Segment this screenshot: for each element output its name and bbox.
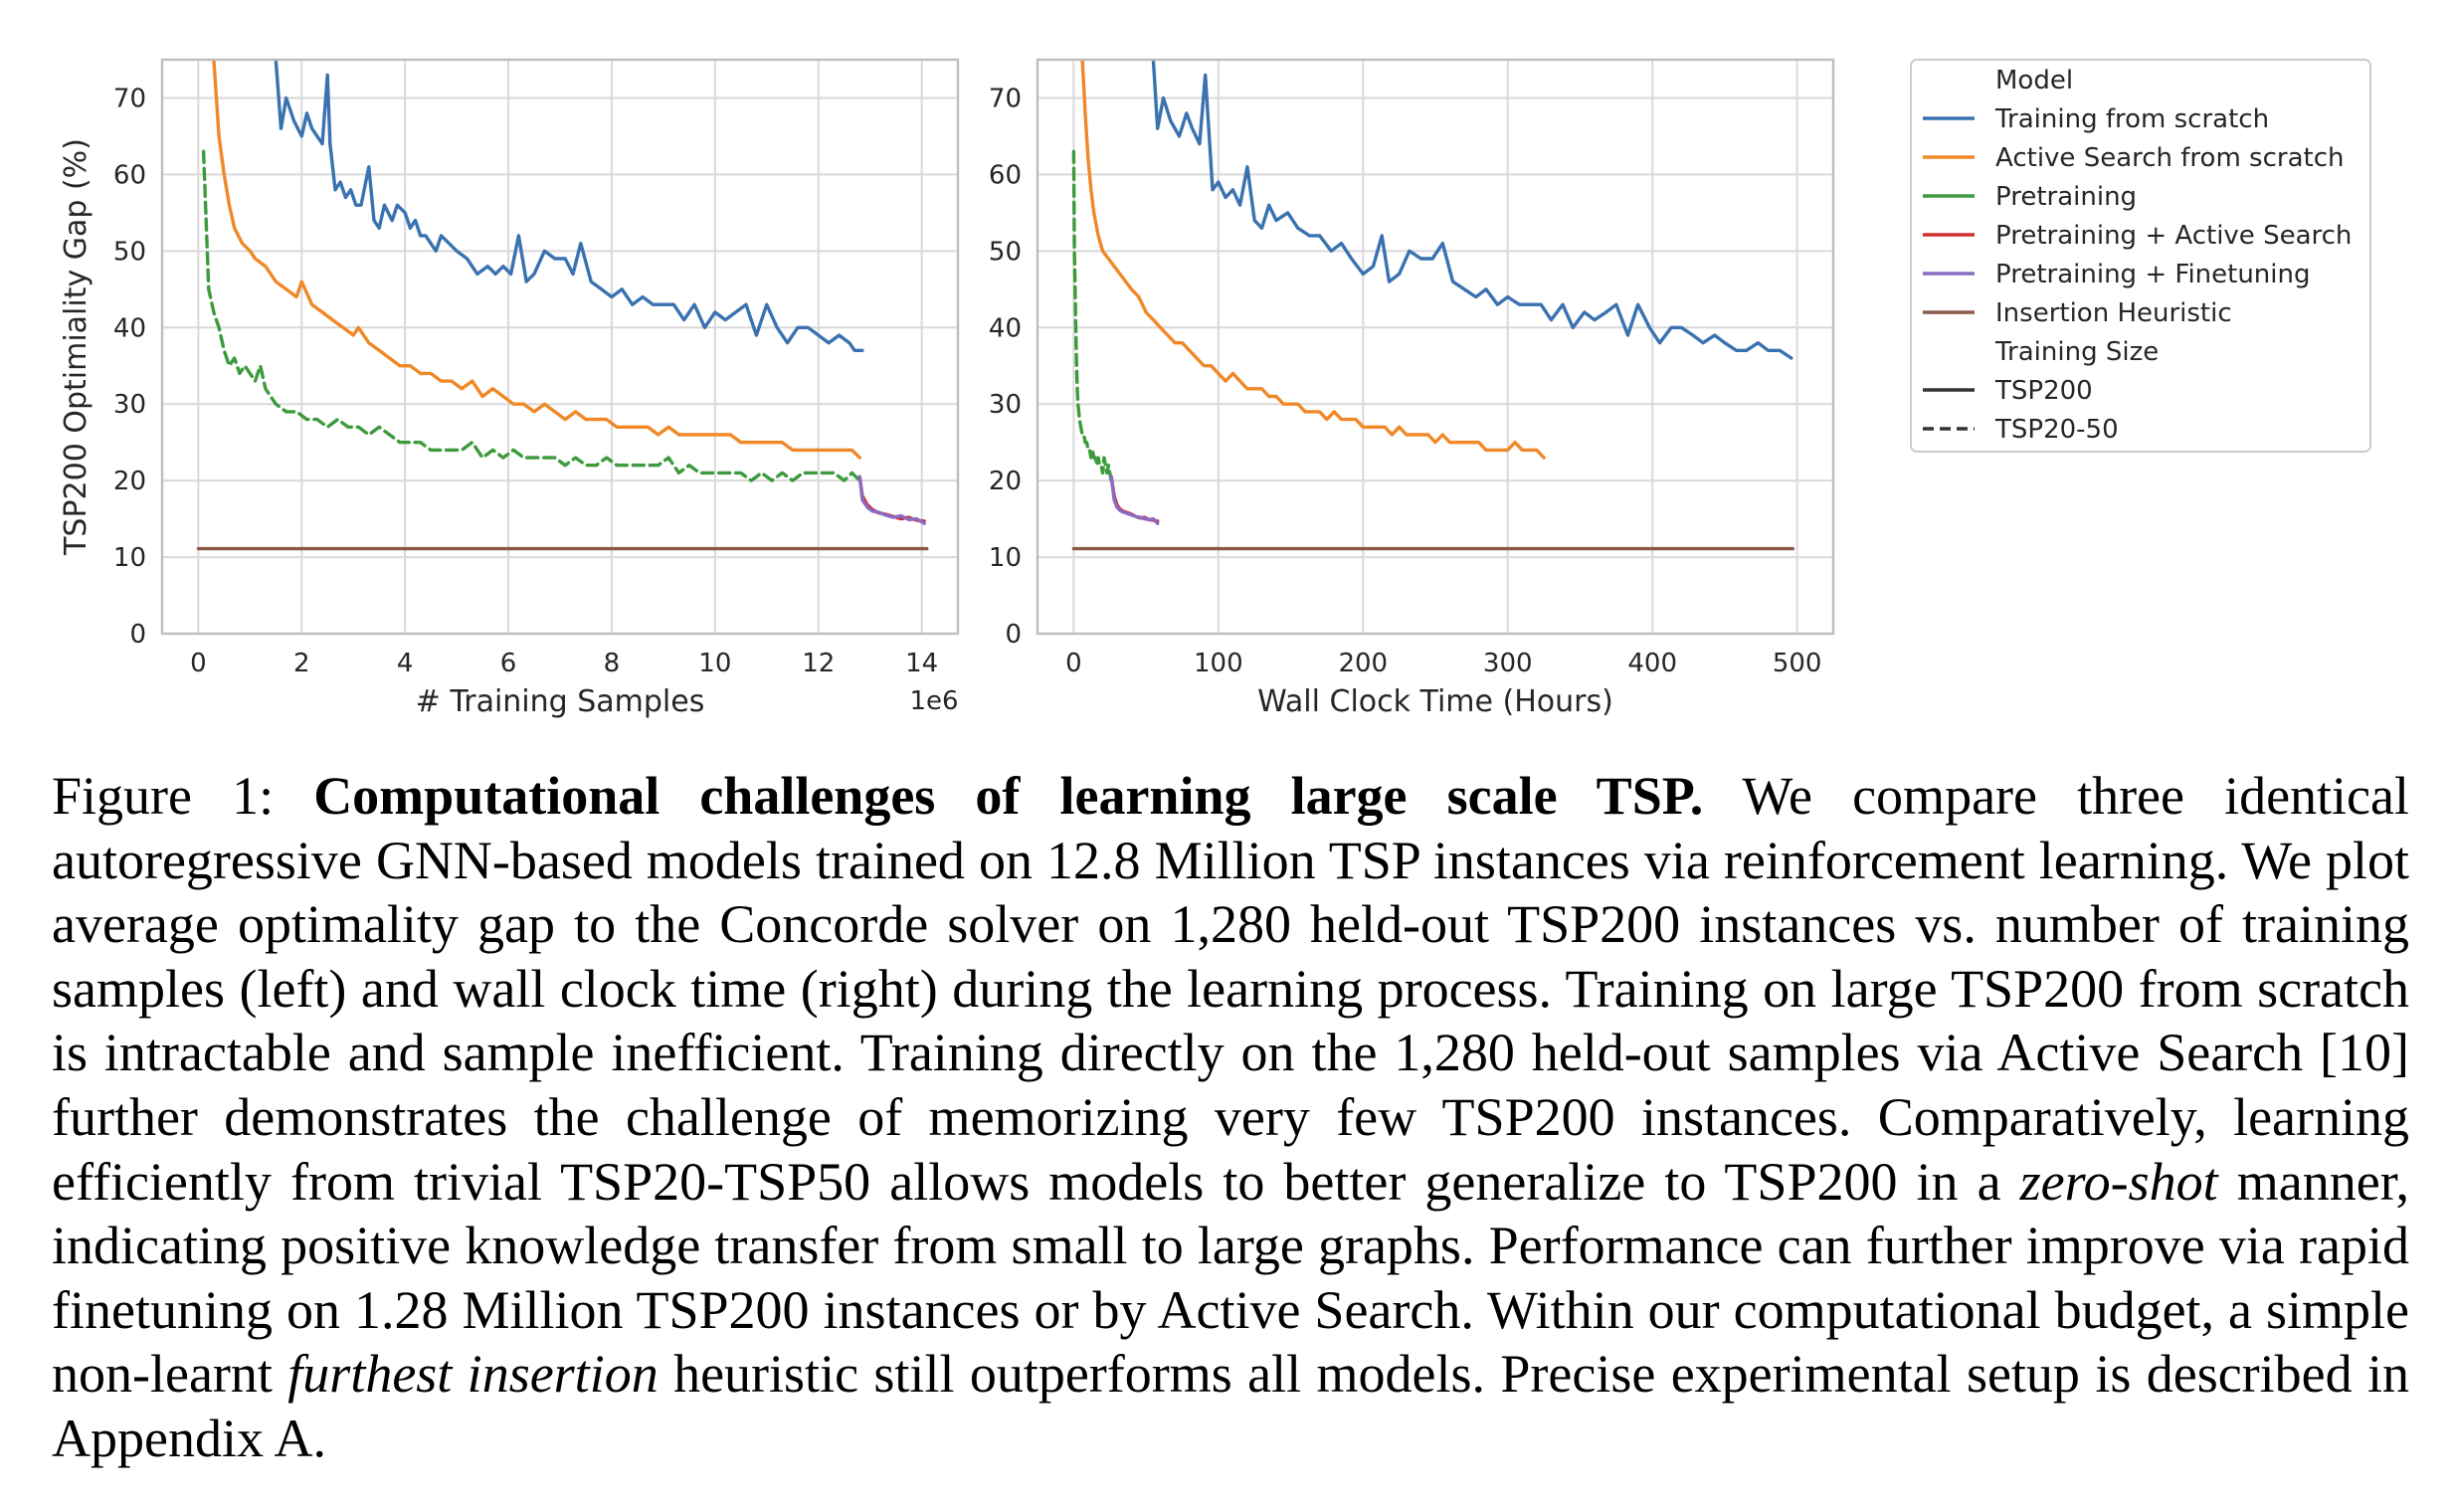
right-x-axis-label: Wall Clock Time (Hours): [1257, 684, 1613, 719]
right-ytick-label: 50: [989, 237, 1022, 267]
caption-text-3: heuristic still outperforms all models. …: [52, 1344, 2410, 1468]
caption-label: Figure 1:: [52, 766, 275, 826]
caption-italic-furthest-insertion: furthest insertion: [287, 1344, 659, 1405]
left-ytick-label: 20: [113, 467, 146, 496]
legend-label-tsp200: TSP200: [1994, 376, 2093, 406]
right-xtick-label: 500: [1773, 649, 1822, 678]
right-ytick-label: 30: [989, 390, 1022, 420]
right-series-group: [1071, 60, 1795, 551]
legend-model-title: Model: [1995, 66, 2073, 95]
left-x-axis-label: # Training Samples: [416, 684, 705, 719]
right-ytick-label: 0: [1005, 620, 1022, 650]
right-xtick-label: 300: [1483, 649, 1533, 678]
left-ytick-label: 0: [129, 620, 146, 650]
figure-caption: Figure 1: Computational challenges of le…: [52, 764, 2409, 1471]
left-ytick-label: 30: [113, 390, 146, 420]
left-xtick-label: 0: [190, 649, 207, 678]
right-xtick-label: 0: [1065, 649, 1082, 678]
left-xtick-label: 14: [905, 649, 938, 678]
left-series-active-search-from-scratch: [212, 60, 861, 460]
left-ytick-label: 60: [113, 160, 146, 190]
left-ytick-label: 50: [113, 237, 146, 267]
left-series-group: [196, 60, 929, 551]
left-series-pretraining: [201, 149, 861, 482]
legend-label-pretraining: Pretraining: [1995, 182, 2137, 212]
right-ytick-label: 20: [989, 467, 1022, 496]
right-ytick-label: 70: [989, 84, 1022, 113]
right-xtick-label: 100: [1194, 649, 1243, 678]
left-xtick-label: 6: [500, 649, 517, 678]
right-panel: 0 100 200 300 400 500 0 10 20 30 40 50 60 70 Wall Cloc…: [989, 58, 1835, 719]
right-xtick-label: 200: [1338, 649, 1388, 678]
legend-label-insertion-heuristic: Insertion Heuristic: [1995, 298, 2232, 328]
caption-bold-title: Computational challenges of learning lar…: [313, 766, 1704, 826]
right-series-pretraining-finetuning: [1109, 474, 1160, 525]
left-ytick-label: 40: [113, 313, 146, 343]
right-ytick-label: 60: [989, 160, 1022, 190]
left-xtick-label: 12: [802, 649, 835, 678]
left-xtick-label: 8: [604, 649, 621, 678]
left-y-axis-label: TSP200 Optimiality Gap (%): [59, 138, 94, 556]
left-series-pretraining-active-search: [857, 474, 926, 523]
legend: Model Training from scratch Active Search …: [1910, 59, 2371, 453]
left-plot-frame: [160, 58, 960, 636]
left-panel: 0 2 4 6 8 10 12 14 0 10 20 30 40 50 60 70 # Training Sam…: [59, 58, 960, 719]
left-xtick-label: 4: [397, 649, 414, 678]
left-x-offset-label: 1e6: [909, 686, 958, 716]
left-ytick-label: 10: [113, 543, 146, 573]
caption-italic-zero-shot: zero-shot: [2019, 1151, 2218, 1212]
left-xtick-label: 2: [293, 649, 310, 678]
right-ytick-label: 40: [989, 313, 1022, 343]
right-ytick-label: 10: [989, 543, 1022, 573]
chart-svg: 0 2 4 6 8 10 12 14 0 10 20 30 40 50 60 70 # Training Sam…: [59, 58, 2371, 719]
legend-label-training-from-scratch: Training from scratch: [1994, 104, 2269, 134]
left-series-training-from-scratch: [274, 60, 864, 352]
left-series-pretraining-finetuning: [857, 474, 926, 525]
legend-label-active-search-from-scratch: Active Search from scratch: [1995, 143, 2344, 173]
right-xtick-label: 400: [1627, 649, 1677, 678]
left-ytick-label: 70: [113, 84, 146, 113]
right-series-active-search-from-scratch: [1080, 60, 1546, 460]
legend-label-pretraining-finetuning: Pretraining + Finetuning: [1995, 260, 2311, 289]
right-series-pretraining: [1071, 149, 1113, 482]
figure-chart-area: 0 2 4 6 8 10 12 14 0 10 20 30 40 50 60 70 # Training Sam…: [0, 0, 2453, 736]
right-plot-frame: [1036, 58, 1835, 636]
legend-label-pretraining-active-search: Pretraining + Active Search: [1995, 221, 2352, 251]
caption-text-2: manner, indicating positive knowledge tr…: [52, 1151, 2410, 1405]
left-xtick-label: 10: [698, 649, 731, 678]
caption-text-1: We compare three identical autoregressiv…: [52, 766, 2410, 1212]
legend-frame: [1910, 59, 2371, 453]
legend-size-title: Training Size: [1994, 337, 2159, 367]
right-series-training-from-scratch: [1151, 60, 1793, 360]
legend-label-tsp20-50: TSP20-50: [1994, 415, 2119, 445]
